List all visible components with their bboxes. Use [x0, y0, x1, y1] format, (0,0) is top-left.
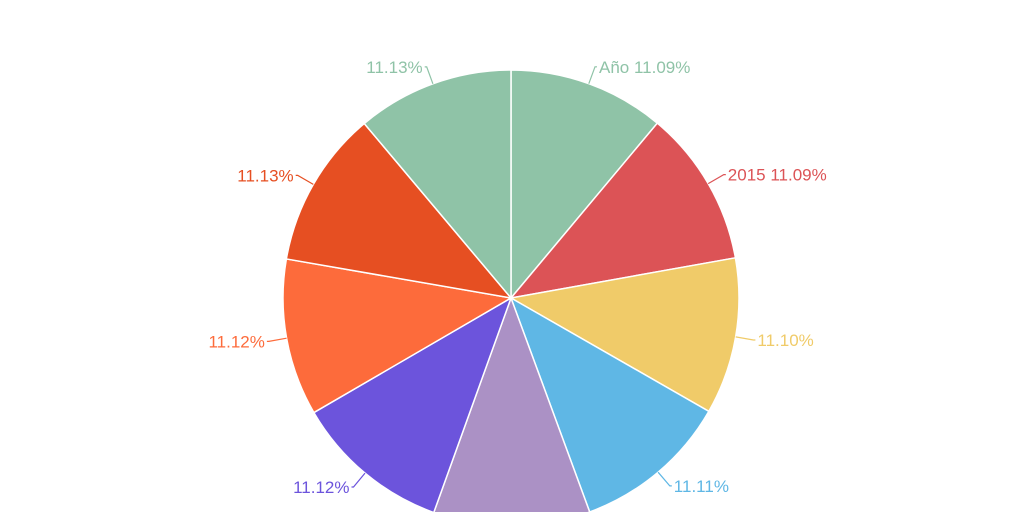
slice-label-7: 11.12% [208, 332, 264, 351]
leader-line-4 [657, 471, 672, 487]
slice-label-8: 11.13% [237, 166, 293, 185]
leader-line-9 [424, 66, 434, 85]
pie-slice-7[interactable] [282, 258, 514, 414]
slice-label-1: Año 11.09% [599, 58, 690, 77]
slice-label-3: 11.10% [757, 331, 813, 350]
slice-label-4: 11.11% [674, 477, 729, 496]
slice-label-2: 2015 11.09% [728, 166, 827, 185]
pie-labels: Año 11.09% 2015 11.09% 11.10% 11.11% 11.12% 1… [208, 58, 826, 497]
leader-line-8 [295, 174, 314, 185]
pie-slice-9[interactable] [363, 69, 512, 301]
pie-slice-4[interactable] [509, 296, 710, 512]
pie-slice-3[interactable] [508, 256, 740, 413]
pie-slice-1[interactable] [510, 69, 659, 301]
leader-line-2 [707, 174, 726, 185]
pie-slice-5[interactable] [433, 295, 591, 512]
pie-slice-6[interactable] [312, 296, 513, 512]
slice-label-6: 11.12% [293, 478, 349, 497]
pie-slices [282, 69, 740, 512]
pie-slice-2[interactable] [509, 122, 737, 300]
leader-line-6 [351, 472, 366, 488]
leader-line-1 [588, 66, 597, 84]
pie-slice-8[interactable] [285, 122, 513, 300]
slice-label-9: 11.13% [366, 58, 422, 77]
leader-line-3 [735, 336, 756, 341]
leader-line-7 [266, 337, 287, 342]
